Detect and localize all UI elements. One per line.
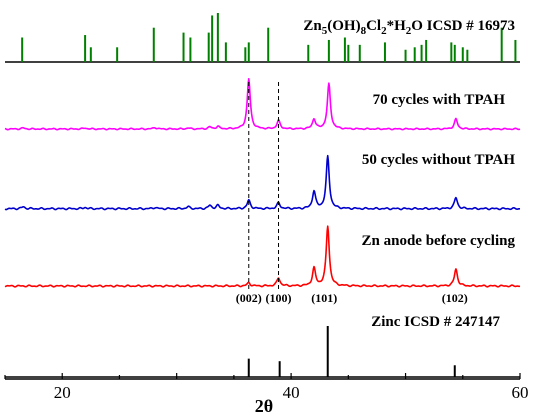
stick-ref-label-part-1: 5: [322, 25, 328, 37]
peak-index-labels: (002) (100) (101) (102): [236, 291, 468, 305]
series-label-70-cycles: 70 cycles with TPAH: [373, 92, 506, 108]
stick-ref-label-part-4: Cl: [366, 18, 381, 34]
stick-ref-label-part-7: 2: [406, 25, 412, 37]
pattern-line-2: [4, 225, 521, 288]
x-tick-label-1: 40: [283, 383, 300, 402]
peak-index-label-0: (002): [236, 291, 262, 305]
stick-ref-label-part-3: 8: [361, 25, 367, 37]
peak-index-label-3: (102): [442, 291, 468, 305]
peak-index-label-2: (101): [311, 291, 337, 305]
series-label-before-cycling: Zn anode before cycling: [362, 233, 516, 249]
series-label-50-cycles: 50 cycles without TPAH: [362, 152, 516, 168]
x-axis: 20 40 60: [4, 373, 529, 402]
stick-ref-label-bottom: Zinc ICSD # 247147: [371, 314, 500, 330]
stick-ref-label-part-5: 2: [381, 25, 387, 37]
x-tick-label-2: 60: [512, 383, 529, 402]
stick-ref-label-top: Zn5(OH)8Cl2*H2O ICSD # 16973: [303, 18, 515, 37]
pattern-line-0: [4, 78, 521, 131]
peak-index-label-1: (100): [266, 291, 292, 305]
stick-ref-label-part-0: Zn: [303, 18, 322, 34]
stick-ref-label-part-2: (OH): [327, 18, 360, 34]
stick-ref-label-part-6: *H: [387, 18, 407, 34]
pattern-line-1: [4, 154, 521, 211]
x-axis-title: 2θ: [255, 396, 273, 416]
stick-ref-label-part-8: O ICSD # 16973: [411, 18, 515, 34]
plot-area: [4, 13, 521, 378]
x-tick-label-0: 20: [54, 383, 71, 402]
